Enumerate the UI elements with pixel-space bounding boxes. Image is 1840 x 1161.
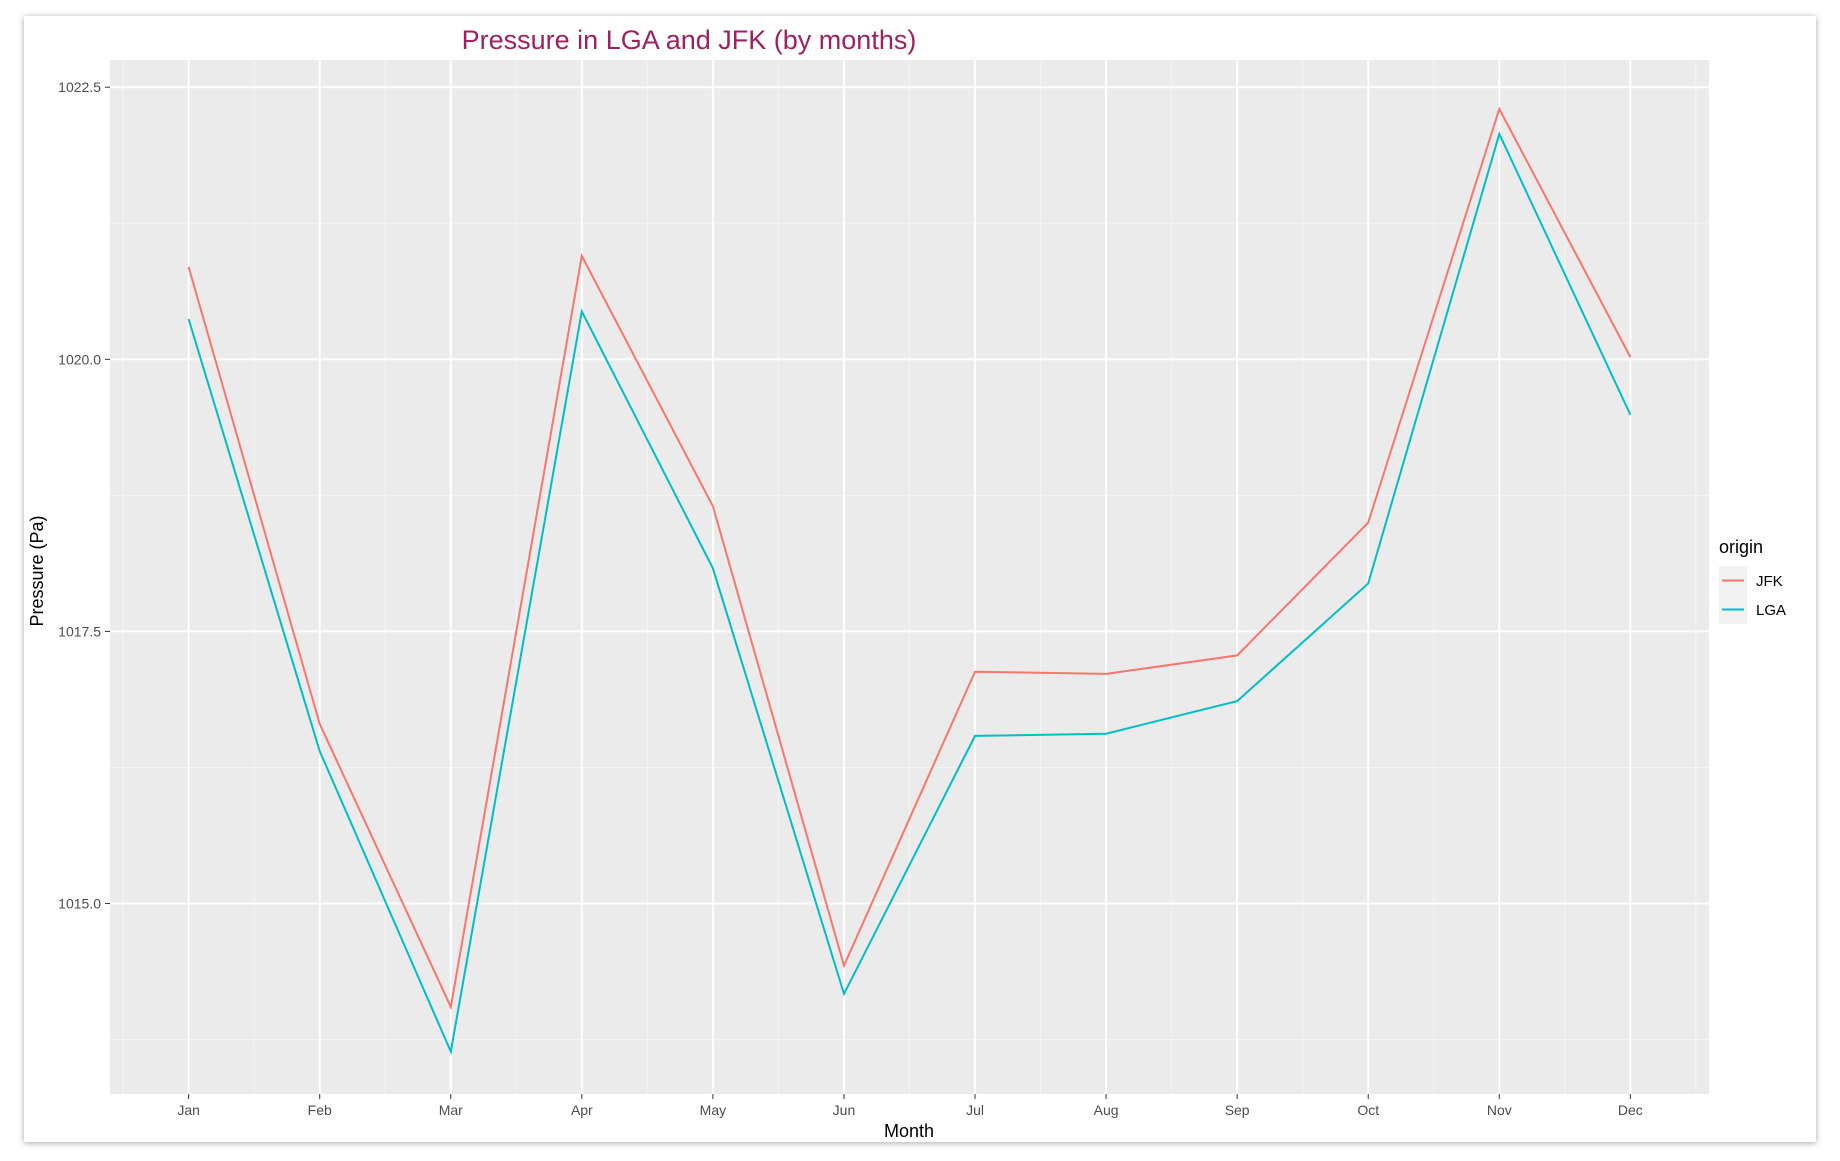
- chart-frame: 1015.0 1017.5 1020.0 1022.5 Jan Feb Mar Apr May…: [24, 16, 1816, 1142]
- legend-title: origin: [1719, 537, 1763, 557]
- x-tick-label: Aug: [1094, 1102, 1119, 1118]
- x-tick-label: Oct: [1357, 1102, 1379, 1118]
- x-tick-label: Jul: [966, 1102, 984, 1118]
- x-axis: Jan Feb Mar Apr May Jun Jul Aug Sep Oct Nov Dec: [177, 1094, 1643, 1118]
- series-lines: [187, 106, 1632, 1056]
- legend-label-jfk: JFK: [1756, 573, 1783, 590]
- series-line-jfk: [187, 106, 1632, 1011]
- legend: origin JFK LGA: [1719, 537, 1786, 624]
- chart-title: Pressure in LGA and JFK (by months): [462, 25, 917, 55]
- x-tick-label: May: [700, 1102, 726, 1118]
- y-tick-label: 1015.0: [58, 896, 101, 912]
- legend-label-lga: LGA: [1756, 602, 1786, 619]
- x-tick-label: Mar: [439, 1102, 463, 1118]
- line-chart: 1015.0 1017.5 1020.0 1022.5 Jan Feb Mar Apr May…: [27, 25, 1786, 1141]
- x-tick-label: Feb: [308, 1102, 332, 1118]
- x-axis-title: Month: [884, 1121, 934, 1141]
- x-tick-label: Sep: [1225, 1102, 1250, 1118]
- y-tick-label: 1017.5: [58, 623, 101, 639]
- grid-minor: [110, 60, 1709, 1094]
- x-tick-label: Jun: [833, 1102, 856, 1118]
- y-tick-label: 1022.5: [58, 79, 101, 95]
- y-tick-label: 1020.0: [58, 351, 101, 367]
- y-axis-title: Pressure (Pa): [27, 515, 47, 626]
- x-tick-label: Apr: [571, 1102, 593, 1118]
- x-tick-label: Dec: [1618, 1102, 1643, 1118]
- x-tick-label: Nov: [1487, 1102, 1512, 1118]
- grid-major: [110, 60, 1709, 1094]
- y-axis: 1015.0 1017.5 1020.0 1022.5: [58, 79, 110, 912]
- series-line-lga: [187, 131, 1632, 1056]
- x-tick-label: Jan: [177, 1102, 200, 1118]
